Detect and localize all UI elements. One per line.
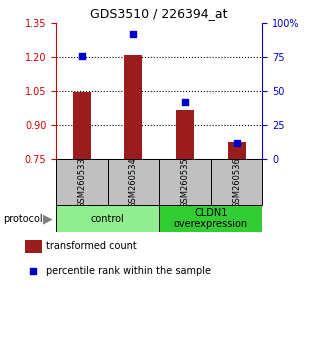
Bar <box>124 55 142 159</box>
Text: CLDN1
overexpression: CLDN1 overexpression <box>174 208 248 229</box>
Text: percentile rank within the sample: percentile rank within the sample <box>46 266 211 276</box>
Bar <box>25 240 42 253</box>
Text: GSM260535: GSM260535 <box>180 157 189 208</box>
Bar <box>176 110 194 159</box>
Point <box>182 99 188 105</box>
Point <box>79 53 84 58</box>
Bar <box>211 159 262 205</box>
Text: GSM260534: GSM260534 <box>129 157 138 208</box>
Bar <box>56 159 108 205</box>
Text: ▶: ▶ <box>43 212 53 225</box>
Point <box>131 31 136 37</box>
Text: protocol: protocol <box>3 213 43 224</box>
Text: GSM260536: GSM260536 <box>232 157 241 208</box>
Text: control: control <box>91 213 124 224</box>
Bar <box>56 205 159 232</box>
Bar <box>159 159 211 205</box>
Bar <box>228 142 246 159</box>
Bar <box>73 92 91 159</box>
Bar <box>108 159 159 205</box>
Text: transformed count: transformed count <box>46 241 137 251</box>
Text: GSM260533: GSM260533 <box>77 157 86 208</box>
Bar <box>159 205 262 232</box>
Title: GDS3510 / 226394_at: GDS3510 / 226394_at <box>91 7 228 21</box>
Point <box>234 140 239 146</box>
Point <box>30 268 35 274</box>
